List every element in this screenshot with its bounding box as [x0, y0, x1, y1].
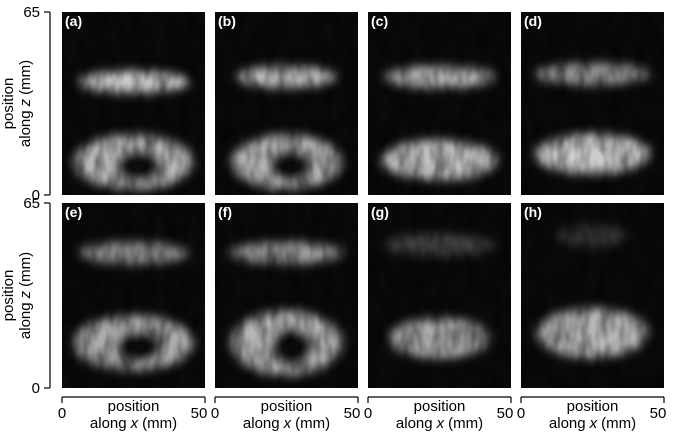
label-unit: (mm)	[601, 415, 636, 432]
speckle	[215, 12, 358, 195]
y-axis-label: along z (mm)	[17, 60, 34, 147]
x-axis-label: position	[108, 398, 160, 415]
panel-label: (e)	[65, 204, 82, 220]
x-axis-label: position	[261, 398, 313, 415]
image-panel	[521, 12, 664, 195]
panel-label: (f)	[218, 204, 232, 220]
x-axis-label: position	[414, 398, 466, 415]
panel-label: (c)	[371, 13, 388, 29]
label-part: along	[396, 415, 433, 432]
y-axis-label: along z (mm)	[17, 252, 34, 339]
x-axis-label: along x (mm)	[90, 415, 177, 432]
label-part: along	[17, 110, 34, 147]
x-tick-label: 0	[211, 405, 219, 422]
label-var: x	[130, 415, 139, 432]
label-part: along	[17, 302, 34, 339]
x-tick-label: 50	[650, 405, 667, 422]
panel-label: (d)	[524, 13, 542, 29]
label-unit: (mm)	[295, 415, 330, 432]
y-axis-label: position	[0, 78, 17, 130]
image-panel	[368, 12, 511, 195]
label-var: z	[17, 290, 34, 299]
panel-label: (b)	[218, 13, 236, 29]
x-axis-label: along x (mm)	[549, 415, 636, 432]
image-panel	[62, 12, 205, 195]
speckle	[62, 12, 205, 195]
x-tick-label: 50	[344, 405, 361, 422]
image-panel	[521, 203, 664, 388]
speckle	[521, 203, 664, 388]
image-panel	[215, 12, 358, 195]
image-panel	[368, 203, 511, 388]
speckle	[368, 203, 511, 388]
panel-label: (h)	[524, 204, 542, 220]
label-unit: (mm)	[17, 60, 34, 95]
label-unit: (mm)	[142, 415, 177, 432]
label-part: along	[90, 415, 127, 432]
x-axis-label: along x (mm)	[396, 415, 483, 432]
panel-label: (g)	[371, 204, 389, 220]
label-var: z	[17, 98, 34, 107]
y-tick-label: 0	[32, 187, 40, 204]
label-part: along	[549, 415, 586, 432]
label-var: x	[283, 415, 292, 432]
y-axis-label: position	[0, 270, 17, 322]
x-tick-label: 50	[191, 405, 208, 422]
image-panel	[62, 203, 205, 388]
image-panel	[215, 203, 358, 388]
speckle	[215, 203, 358, 388]
x-tick-label: 0	[364, 405, 372, 422]
y-tick-label: 65	[23, 4, 40, 21]
label-var: x	[436, 415, 445, 432]
speckle	[521, 12, 664, 195]
label-unit: (mm)	[448, 415, 483, 432]
x-tick-label: 50	[497, 405, 514, 422]
label-unit: (mm)	[17, 252, 34, 287]
speckle	[62, 203, 205, 388]
label-part: along	[243, 415, 280, 432]
speckle	[368, 12, 511, 195]
x-axis-label: along x (mm)	[243, 415, 330, 432]
x-axis-label: position	[567, 398, 619, 415]
x-tick-label: 0	[517, 405, 525, 422]
label-var: x	[589, 415, 598, 432]
panel-label: (a)	[65, 13, 82, 29]
x-tick-label: 0	[58, 405, 66, 422]
y-tick-label: 0	[32, 380, 40, 397]
y-tick-label: 65	[23, 195, 40, 212]
